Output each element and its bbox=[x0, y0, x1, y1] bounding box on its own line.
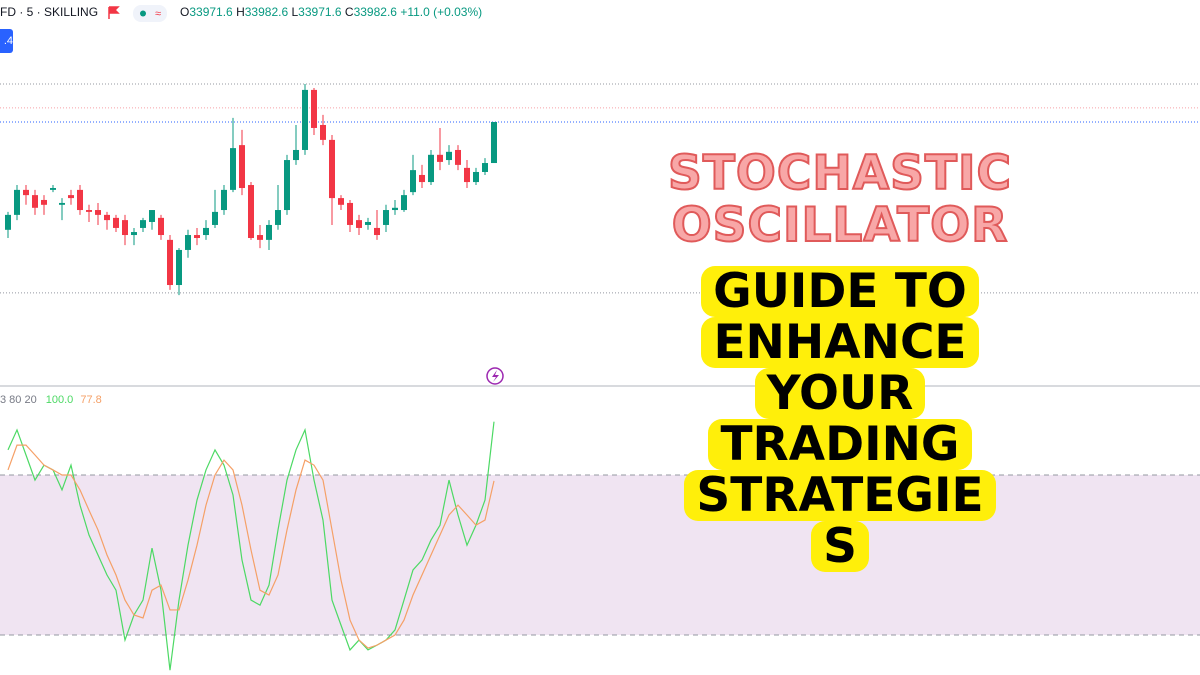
candle-body bbox=[158, 217, 164, 236]
candle-body bbox=[383, 210, 389, 225]
candle-body bbox=[455, 149, 461, 165]
candle-body bbox=[5, 214, 11, 230]
candle-body bbox=[203, 227, 209, 236]
candle-body bbox=[419, 174, 425, 183]
subtitle: GUIDE TO ENHANCE YOUR TRADING STRATEGIE … bbox=[640, 266, 1040, 572]
candle-body bbox=[149, 210, 155, 222]
price-badge: .4 bbox=[0, 29, 13, 53]
candle-body bbox=[302, 89, 308, 150]
candle-body bbox=[374, 227, 380, 236]
candle-body bbox=[23, 189, 29, 196]
candle-body bbox=[167, 239, 173, 286]
candle-body bbox=[41, 199, 47, 205]
ohlc-value: 33971.6 bbox=[298, 5, 342, 19]
candle-body bbox=[95, 210, 101, 215]
candle-body bbox=[212, 211, 218, 225]
candle-body bbox=[311, 89, 317, 128]
d-value: 77.8 bbox=[80, 394, 102, 406]
candle-body bbox=[140, 220, 146, 228]
title-line: STOCHASTIC bbox=[667, 146, 1012, 201]
candle-body bbox=[446, 151, 452, 161]
candle-body bbox=[32, 195, 38, 208]
candle-body bbox=[365, 221, 371, 225]
subtitle-line: TRADING bbox=[708, 419, 972, 470]
subtitle-line: STRATEGIE bbox=[684, 470, 996, 521]
candle-body bbox=[113, 217, 119, 228]
candle-body bbox=[329, 139, 335, 199]
oscillator-line bbox=[7, 421, 495, 671]
candle-body bbox=[428, 154, 434, 183]
candle-body bbox=[392, 207, 398, 211]
oscillator-line bbox=[7, 444, 495, 649]
symbol[interactable]: FD · 5 · SKILLING bbox=[0, 5, 99, 19]
candle-body bbox=[284, 160, 290, 211]
candle-body bbox=[257, 235, 263, 240]
candle-body bbox=[131, 232, 137, 236]
candle-body bbox=[248, 185, 254, 239]
candle-body bbox=[239, 145, 245, 189]
candle-body bbox=[320, 124, 326, 140]
candle-body bbox=[293, 149, 299, 161]
ohlc-value: 33982.6 bbox=[244, 5, 289, 19]
candle-body bbox=[59, 202, 65, 205]
candle-body bbox=[185, 235, 191, 250]
indicator-legend: 3 80 20 100.0 77.8 bbox=[0, 394, 102, 406]
indicator-params: 3 80 20 bbox=[0, 394, 37, 406]
ohlc-key: L bbox=[291, 5, 299, 19]
subtitle-line: ENHANCE bbox=[701, 317, 979, 368]
subtitle-line: GUIDE TO bbox=[701, 266, 979, 317]
candle-body bbox=[347, 202, 353, 225]
candle-body bbox=[401, 195, 407, 211]
candle-body bbox=[50, 188, 56, 190]
candle-body bbox=[464, 167, 470, 183]
candle-body bbox=[356, 220, 362, 228]
ohlc-value: 33982.6 bbox=[353, 5, 397, 19]
candle-body bbox=[194, 235, 200, 239]
candle-body bbox=[482, 163, 488, 172]
candle-body bbox=[473, 171, 479, 183]
candle-body bbox=[230, 148, 236, 190]
candle-body bbox=[86, 210, 92, 212]
candle-body bbox=[77, 189, 83, 211]
candle-body bbox=[176, 249, 182, 286]
candle-body bbox=[221, 189, 227, 211]
candle-body bbox=[338, 198, 344, 205]
alert-bolt bbox=[492, 370, 499, 382]
candle-body bbox=[437, 154, 443, 162]
candle-body bbox=[410, 170, 416, 193]
k-value: 100.0 bbox=[45, 394, 74, 406]
candle-body bbox=[266, 224, 272, 240]
candle-body bbox=[491, 121, 497, 164]
band-fill bbox=[0, 475, 1200, 635]
candle-body bbox=[68, 195, 74, 199]
ohlc-key: H bbox=[236, 5, 245, 19]
subtitle-line: YOUR bbox=[754, 368, 926, 419]
ohlc-value: 33971.6 bbox=[189, 5, 233, 19]
candle-body bbox=[104, 214, 110, 221]
candle-body bbox=[14, 189, 20, 215]
ohlc-legend: O33971.6 H33982.6 L33971.6 C33982.6 +11.… bbox=[180, 5, 482, 19]
ohlc-key: C bbox=[344, 5, 354, 19]
candle-body bbox=[275, 210, 281, 225]
ohlc-key: O bbox=[180, 5, 190, 19]
candle-body bbox=[122, 220, 128, 236]
subtitle-line: S bbox=[811, 521, 869, 572]
ohlc-change: +11.0 (+0.03%) bbox=[400, 5, 483, 19]
title: STOCHASTIC OSCILLATOR bbox=[640, 146, 1040, 253]
title-line: OSCILLATOR bbox=[671, 198, 1009, 253]
